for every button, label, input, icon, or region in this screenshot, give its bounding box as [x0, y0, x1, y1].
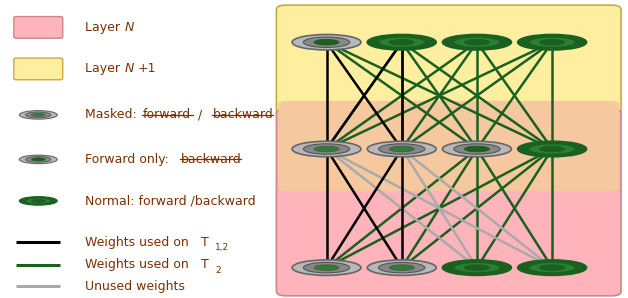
Ellipse shape: [314, 146, 339, 152]
Text: Layer: Layer: [85, 62, 124, 75]
Ellipse shape: [292, 141, 361, 157]
Ellipse shape: [303, 263, 350, 273]
Ellipse shape: [443, 141, 511, 157]
Ellipse shape: [31, 113, 45, 117]
Ellipse shape: [26, 198, 51, 204]
FancyBboxPatch shape: [14, 17, 63, 38]
Text: N: N: [125, 62, 134, 75]
Text: 1,2: 1,2: [215, 243, 229, 252]
Ellipse shape: [314, 265, 339, 271]
Ellipse shape: [19, 111, 57, 119]
Ellipse shape: [292, 260, 361, 275]
FancyBboxPatch shape: [276, 109, 621, 296]
Ellipse shape: [464, 265, 489, 271]
Text: /: /: [194, 108, 207, 121]
Ellipse shape: [379, 144, 425, 154]
Ellipse shape: [367, 35, 436, 50]
Ellipse shape: [539, 265, 565, 271]
FancyBboxPatch shape: [14, 58, 63, 80]
Text: Forward only:: Forward only:: [85, 153, 173, 166]
Text: Unused weights: Unused weights: [85, 280, 185, 293]
Ellipse shape: [314, 39, 339, 45]
Ellipse shape: [292, 35, 361, 50]
Ellipse shape: [517, 35, 587, 50]
Text: forward: forward: [143, 108, 191, 121]
Ellipse shape: [454, 144, 500, 154]
Ellipse shape: [454, 263, 500, 273]
Ellipse shape: [529, 263, 575, 273]
Text: T: T: [201, 236, 209, 249]
Ellipse shape: [31, 158, 45, 161]
Ellipse shape: [539, 146, 565, 152]
Text: N: N: [125, 21, 134, 34]
Ellipse shape: [389, 265, 414, 271]
Ellipse shape: [26, 112, 51, 118]
Ellipse shape: [464, 146, 489, 152]
Ellipse shape: [389, 39, 414, 45]
Ellipse shape: [19, 197, 57, 205]
Ellipse shape: [19, 155, 57, 164]
Ellipse shape: [454, 37, 500, 47]
Text: Weights used on: Weights used on: [85, 258, 193, 271]
Ellipse shape: [303, 37, 350, 47]
Text: 2: 2: [215, 266, 220, 274]
Text: backward: backward: [181, 153, 242, 166]
Ellipse shape: [379, 37, 425, 47]
Ellipse shape: [379, 263, 425, 273]
Ellipse shape: [517, 141, 587, 157]
Ellipse shape: [389, 146, 414, 152]
Ellipse shape: [529, 144, 575, 154]
Text: Weights used on: Weights used on: [85, 236, 193, 249]
Ellipse shape: [303, 144, 350, 154]
Ellipse shape: [443, 35, 511, 50]
Ellipse shape: [539, 39, 565, 45]
Ellipse shape: [31, 199, 45, 202]
FancyBboxPatch shape: [276, 5, 621, 118]
Text: Masked:: Masked:: [85, 108, 141, 121]
Ellipse shape: [26, 156, 51, 162]
Text: backward: backward: [213, 108, 274, 121]
Text: +1: +1: [138, 62, 156, 75]
Text: Layer: Layer: [85, 21, 124, 34]
Ellipse shape: [367, 141, 436, 157]
Ellipse shape: [443, 260, 511, 275]
Ellipse shape: [464, 39, 489, 45]
Text: Normal: forward /backward: Normal: forward /backward: [85, 194, 256, 207]
Ellipse shape: [367, 260, 436, 275]
FancyBboxPatch shape: [278, 101, 619, 191]
Text: T: T: [201, 258, 209, 271]
Ellipse shape: [529, 37, 575, 47]
Ellipse shape: [517, 260, 587, 275]
